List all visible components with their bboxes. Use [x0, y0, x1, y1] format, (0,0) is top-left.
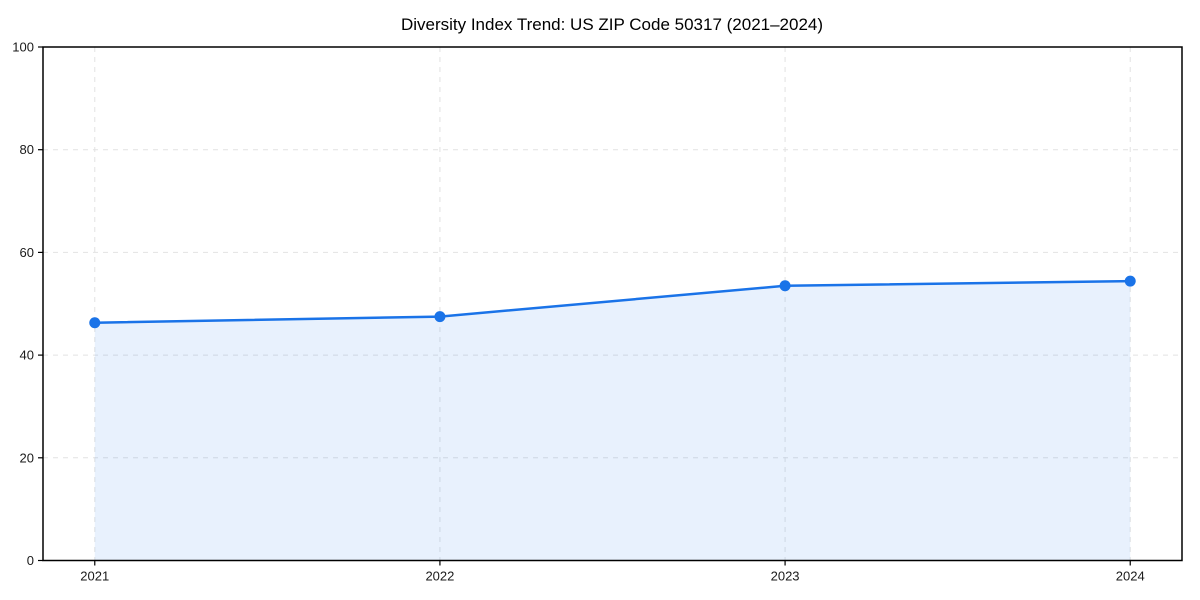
- x-tick-label: 2023: [771, 569, 800, 584]
- chart-title: Diversity Index Trend: US ZIP Code 50317…: [401, 15, 823, 34]
- chart-layers: 0 20 40 60 80 100 2021 2022 2023 2024: [12, 40, 1183, 584]
- x-tick-label: 2022: [425, 569, 454, 584]
- plot-border: [42, 46, 1183, 562]
- data-point-marker: [779, 280, 791, 292]
- x-tick-label: 2021: [80, 569, 109, 584]
- y-tick-label: 80: [20, 142, 34, 157]
- data-point-marker: [434, 311, 446, 323]
- y-tick-label: 100: [12, 40, 34, 55]
- trend-line: [93, 279, 1132, 324]
- x-tick-label: 2024: [1116, 569, 1145, 584]
- y-tick-label: 0: [27, 553, 34, 568]
- y-tick-label: 40: [20, 348, 34, 363]
- y-tick-label: 20: [20, 450, 34, 465]
- y-tick-label: 60: [20, 245, 34, 260]
- area-fill: [94, 281, 1131, 561]
- data-point-marker: [89, 317, 101, 329]
- data-point-marker: [1124, 275, 1136, 287]
